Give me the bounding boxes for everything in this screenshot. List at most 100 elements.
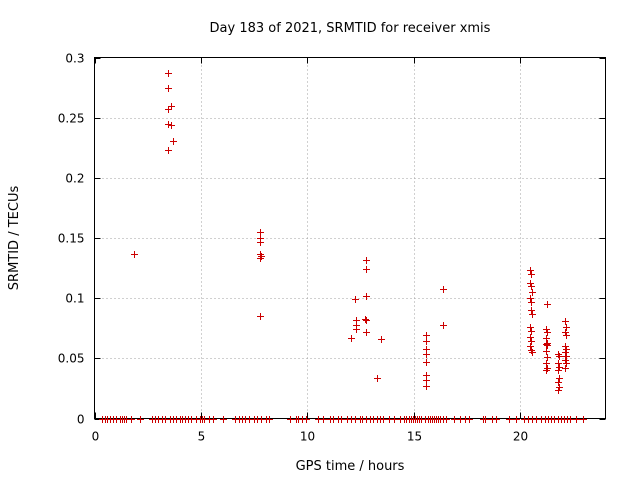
data-point: [513, 416, 520, 423]
data-point: [363, 329, 370, 336]
data-point: [529, 289, 536, 296]
y-tick-label: 0: [77, 413, 85, 427]
data-point: [363, 317, 370, 324]
data-point: [555, 360, 562, 367]
data-point: [543, 326, 550, 333]
x-tick-label: 15: [407, 430, 422, 444]
data-point: [563, 346, 570, 353]
data-point: [555, 387, 562, 394]
data-point: [555, 367, 562, 374]
data-point: [266, 416, 273, 423]
data-point: [543, 348, 550, 355]
data-point: [556, 364, 563, 371]
data-point: [131, 251, 138, 258]
x-tick-label: 10: [300, 430, 315, 444]
data-point: [363, 257, 370, 264]
data-point: [165, 147, 172, 154]
y-tick-label: 0.05: [58, 352, 85, 366]
data-point: [423, 338, 430, 345]
data-point: [391, 416, 398, 423]
data-point: [493, 416, 500, 423]
data-point: [556, 353, 563, 360]
data-point: [168, 103, 175, 110]
data-point: [128, 416, 135, 423]
x-tick-label: 20: [513, 430, 528, 444]
data-point: [423, 332, 430, 339]
x-axis-label: GPS time / hours: [296, 459, 405, 474]
data-point: [567, 416, 574, 423]
data-point: [257, 313, 264, 320]
y-tick-labels: 0 0.05 0.1 0.15 0.2 0.25 0.3: [58, 52, 85, 427]
data-point: [562, 357, 569, 364]
data-point: [528, 271, 535, 278]
data-point: [338, 416, 345, 423]
data-point: [556, 384, 563, 391]
grid-lines: [94, 57, 606, 419]
data-point: [563, 324, 570, 331]
data-point: [348, 335, 355, 342]
data-point: [556, 375, 563, 382]
plot-frame: [94, 57, 606, 419]
data-point: [165, 70, 172, 77]
data-point: [527, 280, 534, 287]
data-point: [543, 360, 550, 367]
data-point: [451, 416, 458, 423]
data-point: [257, 239, 264, 246]
data-point: [352, 296, 359, 303]
data-point: [527, 295, 534, 302]
data-point: [562, 329, 569, 336]
data-point: [137, 416, 144, 423]
data-point: [440, 322, 447, 329]
data-point: [443, 416, 450, 423]
data-point: [562, 365, 569, 372]
y-tick-label: 0.1: [65, 292, 84, 306]
data-point: [544, 301, 551, 308]
data-point: [258, 253, 265, 260]
data-point: [529, 311, 536, 318]
data-point: [363, 293, 370, 300]
data-point: [423, 377, 430, 384]
data-point: [528, 328, 535, 335]
data-point: [528, 338, 535, 345]
data-point: [374, 375, 381, 382]
x-tick-label: 5: [198, 430, 206, 444]
data-point: [466, 416, 473, 423]
data-point: [506, 416, 513, 423]
x-tick-labels: 0 5 10 15 20: [92, 430, 528, 444]
data-point: [165, 121, 172, 128]
data-point: [165, 85, 172, 92]
data-point: [528, 307, 535, 314]
data-point: [562, 343, 569, 350]
data-point: [562, 318, 569, 325]
data-point: [527, 267, 534, 274]
data-point: [528, 283, 535, 290]
data-point: [563, 353, 570, 360]
data-point: [287, 416, 294, 423]
data-point: [573, 416, 580, 423]
data-point: [257, 229, 264, 236]
data-point: [563, 360, 570, 367]
y-tick-label: 0.2: [65, 172, 84, 186]
data-point: [363, 266, 370, 273]
data-point: [544, 342, 551, 349]
data-point: [580, 416, 587, 423]
data-point: [170, 138, 177, 145]
data-point: [543, 335, 550, 342]
chart-title: Day 183 of 2021, SRMTID for receiver xmi…: [210, 21, 491, 36]
data-point: [423, 351, 430, 358]
data-point: [527, 334, 534, 341]
data-point: [168, 122, 175, 129]
data-points: [99, 70, 587, 423]
data-point: [320, 416, 327, 423]
data-point: [529, 349, 536, 356]
data-point: [378, 336, 385, 343]
data-point: [362, 316, 369, 323]
data-point: [353, 326, 360, 333]
data-point: [482, 416, 489, 423]
data-point: [544, 329, 551, 336]
y-tick-label: 0.3: [65, 52, 84, 66]
y-tick-label: 0.25: [58, 112, 85, 126]
data-point: [303, 416, 310, 423]
data-point: [423, 359, 430, 366]
